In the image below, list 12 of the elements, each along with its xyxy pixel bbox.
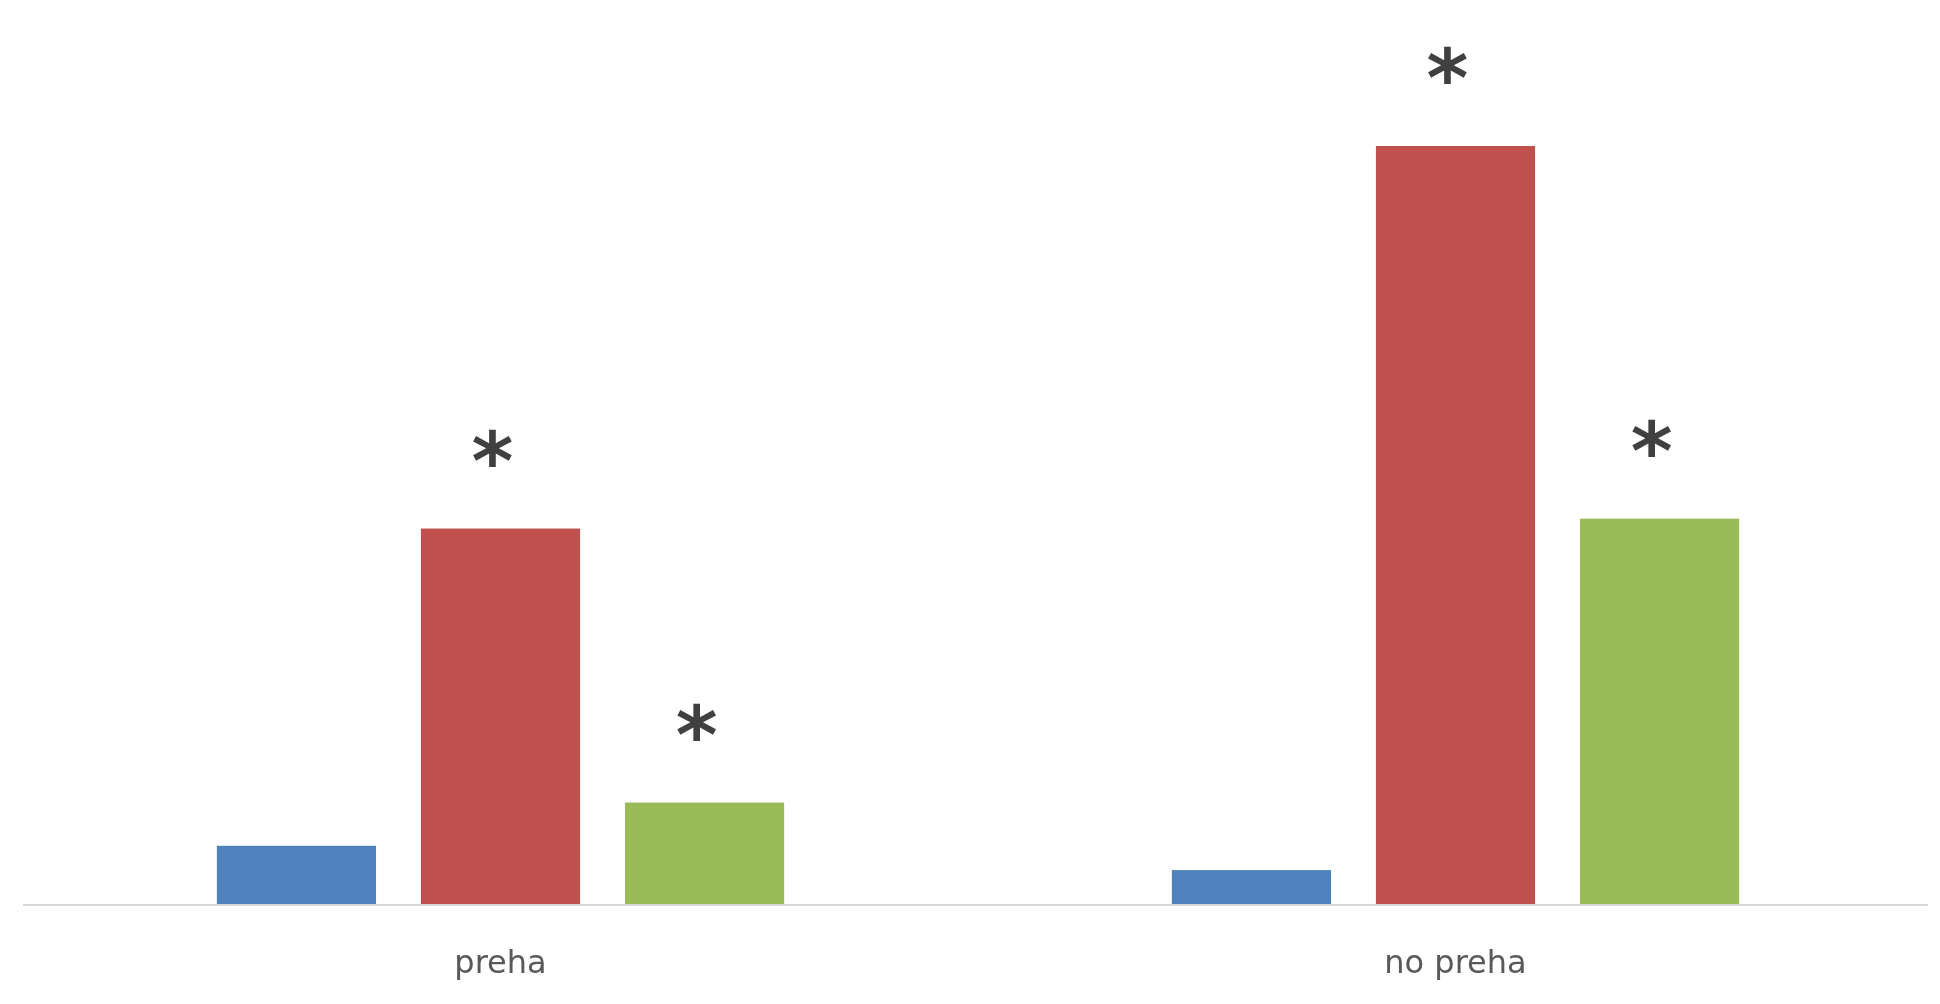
bar — [1375, 146, 1536, 905]
bar — [1171, 870, 1332, 905]
bar — [624, 802, 785, 905]
annotation: * — [471, 414, 514, 508]
annotation: * — [1630, 404, 1673, 498]
bar — [420, 528, 581, 905]
annotation: * — [675, 688, 718, 782]
text: * — [1426, 32, 1469, 125]
bar — [216, 845, 377, 905]
bar — [1579, 518, 1740, 905]
x-tick-label: no preha — [1384, 943, 1527, 981]
x-tick-label: preha — [454, 943, 547, 981]
